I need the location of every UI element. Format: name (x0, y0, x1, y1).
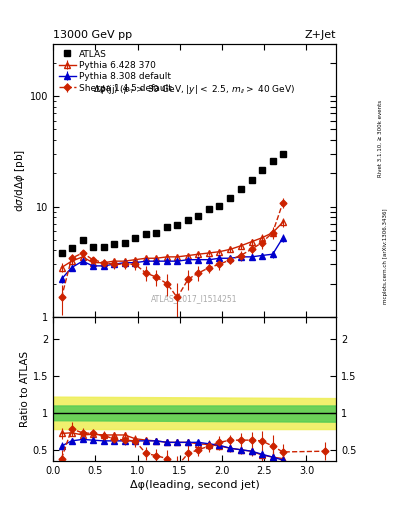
ATLAS (281, 151, 285, 157)
Text: Z+Jet: Z+Jet (305, 30, 336, 40)
ATLAS (101, 244, 106, 250)
ATLAS (259, 167, 264, 173)
ATLAS (165, 224, 169, 230)
Text: Rivet 3.1.10, ≥ 300k events: Rivet 3.1.10, ≥ 300k events (378, 100, 383, 177)
ATLAS (69, 245, 74, 251)
Text: ATLAS_2017_I1514251: ATLAS_2017_I1514251 (151, 294, 238, 303)
X-axis label: Δφ(leading, second jet): Δφ(leading, second jet) (130, 480, 259, 490)
Line: ATLAS: ATLAS (59, 151, 286, 256)
Text: 13000 GeV pp: 13000 GeV pp (53, 30, 132, 40)
ATLAS (154, 229, 158, 236)
ATLAS (59, 250, 64, 256)
Text: $\Delta\phi$(jj) ($p_T >$ 30 GeV, $|y| <$ 2.5, $m_{ll} >$ 40 GeV): $\Delta\phi$(jj) ($p_T >$ 30 GeV, $|y| <… (94, 83, 296, 96)
ATLAS (196, 213, 201, 219)
ATLAS (175, 222, 180, 228)
ATLAS (228, 195, 233, 201)
ATLAS (132, 235, 137, 241)
ATLAS (238, 186, 243, 192)
ATLAS (207, 206, 212, 212)
ATLAS (80, 237, 85, 243)
ATLAS (112, 241, 116, 247)
ATLAS (123, 240, 127, 246)
ATLAS (249, 177, 254, 183)
ATLAS (270, 158, 275, 164)
ATLAS (143, 231, 148, 238)
ATLAS (90, 244, 95, 250)
ATLAS (186, 217, 191, 223)
Text: mcplots.cern.ch [arXiv:1306.3436]: mcplots.cern.ch [arXiv:1306.3436] (383, 208, 387, 304)
Legend: ATLAS, Pythia 6.428 370, Pythia 8.308 default, Sherpa 1.4.5 default: ATLAS, Pythia 6.428 370, Pythia 8.308 de… (57, 48, 174, 94)
Y-axis label: Ratio to ATLAS: Ratio to ATLAS (20, 351, 30, 427)
ATLAS (217, 203, 222, 209)
Y-axis label: d$\sigma$/d$\Delta\phi$ [pb]: d$\sigma$/d$\Delta\phi$ [pb] (13, 149, 27, 211)
